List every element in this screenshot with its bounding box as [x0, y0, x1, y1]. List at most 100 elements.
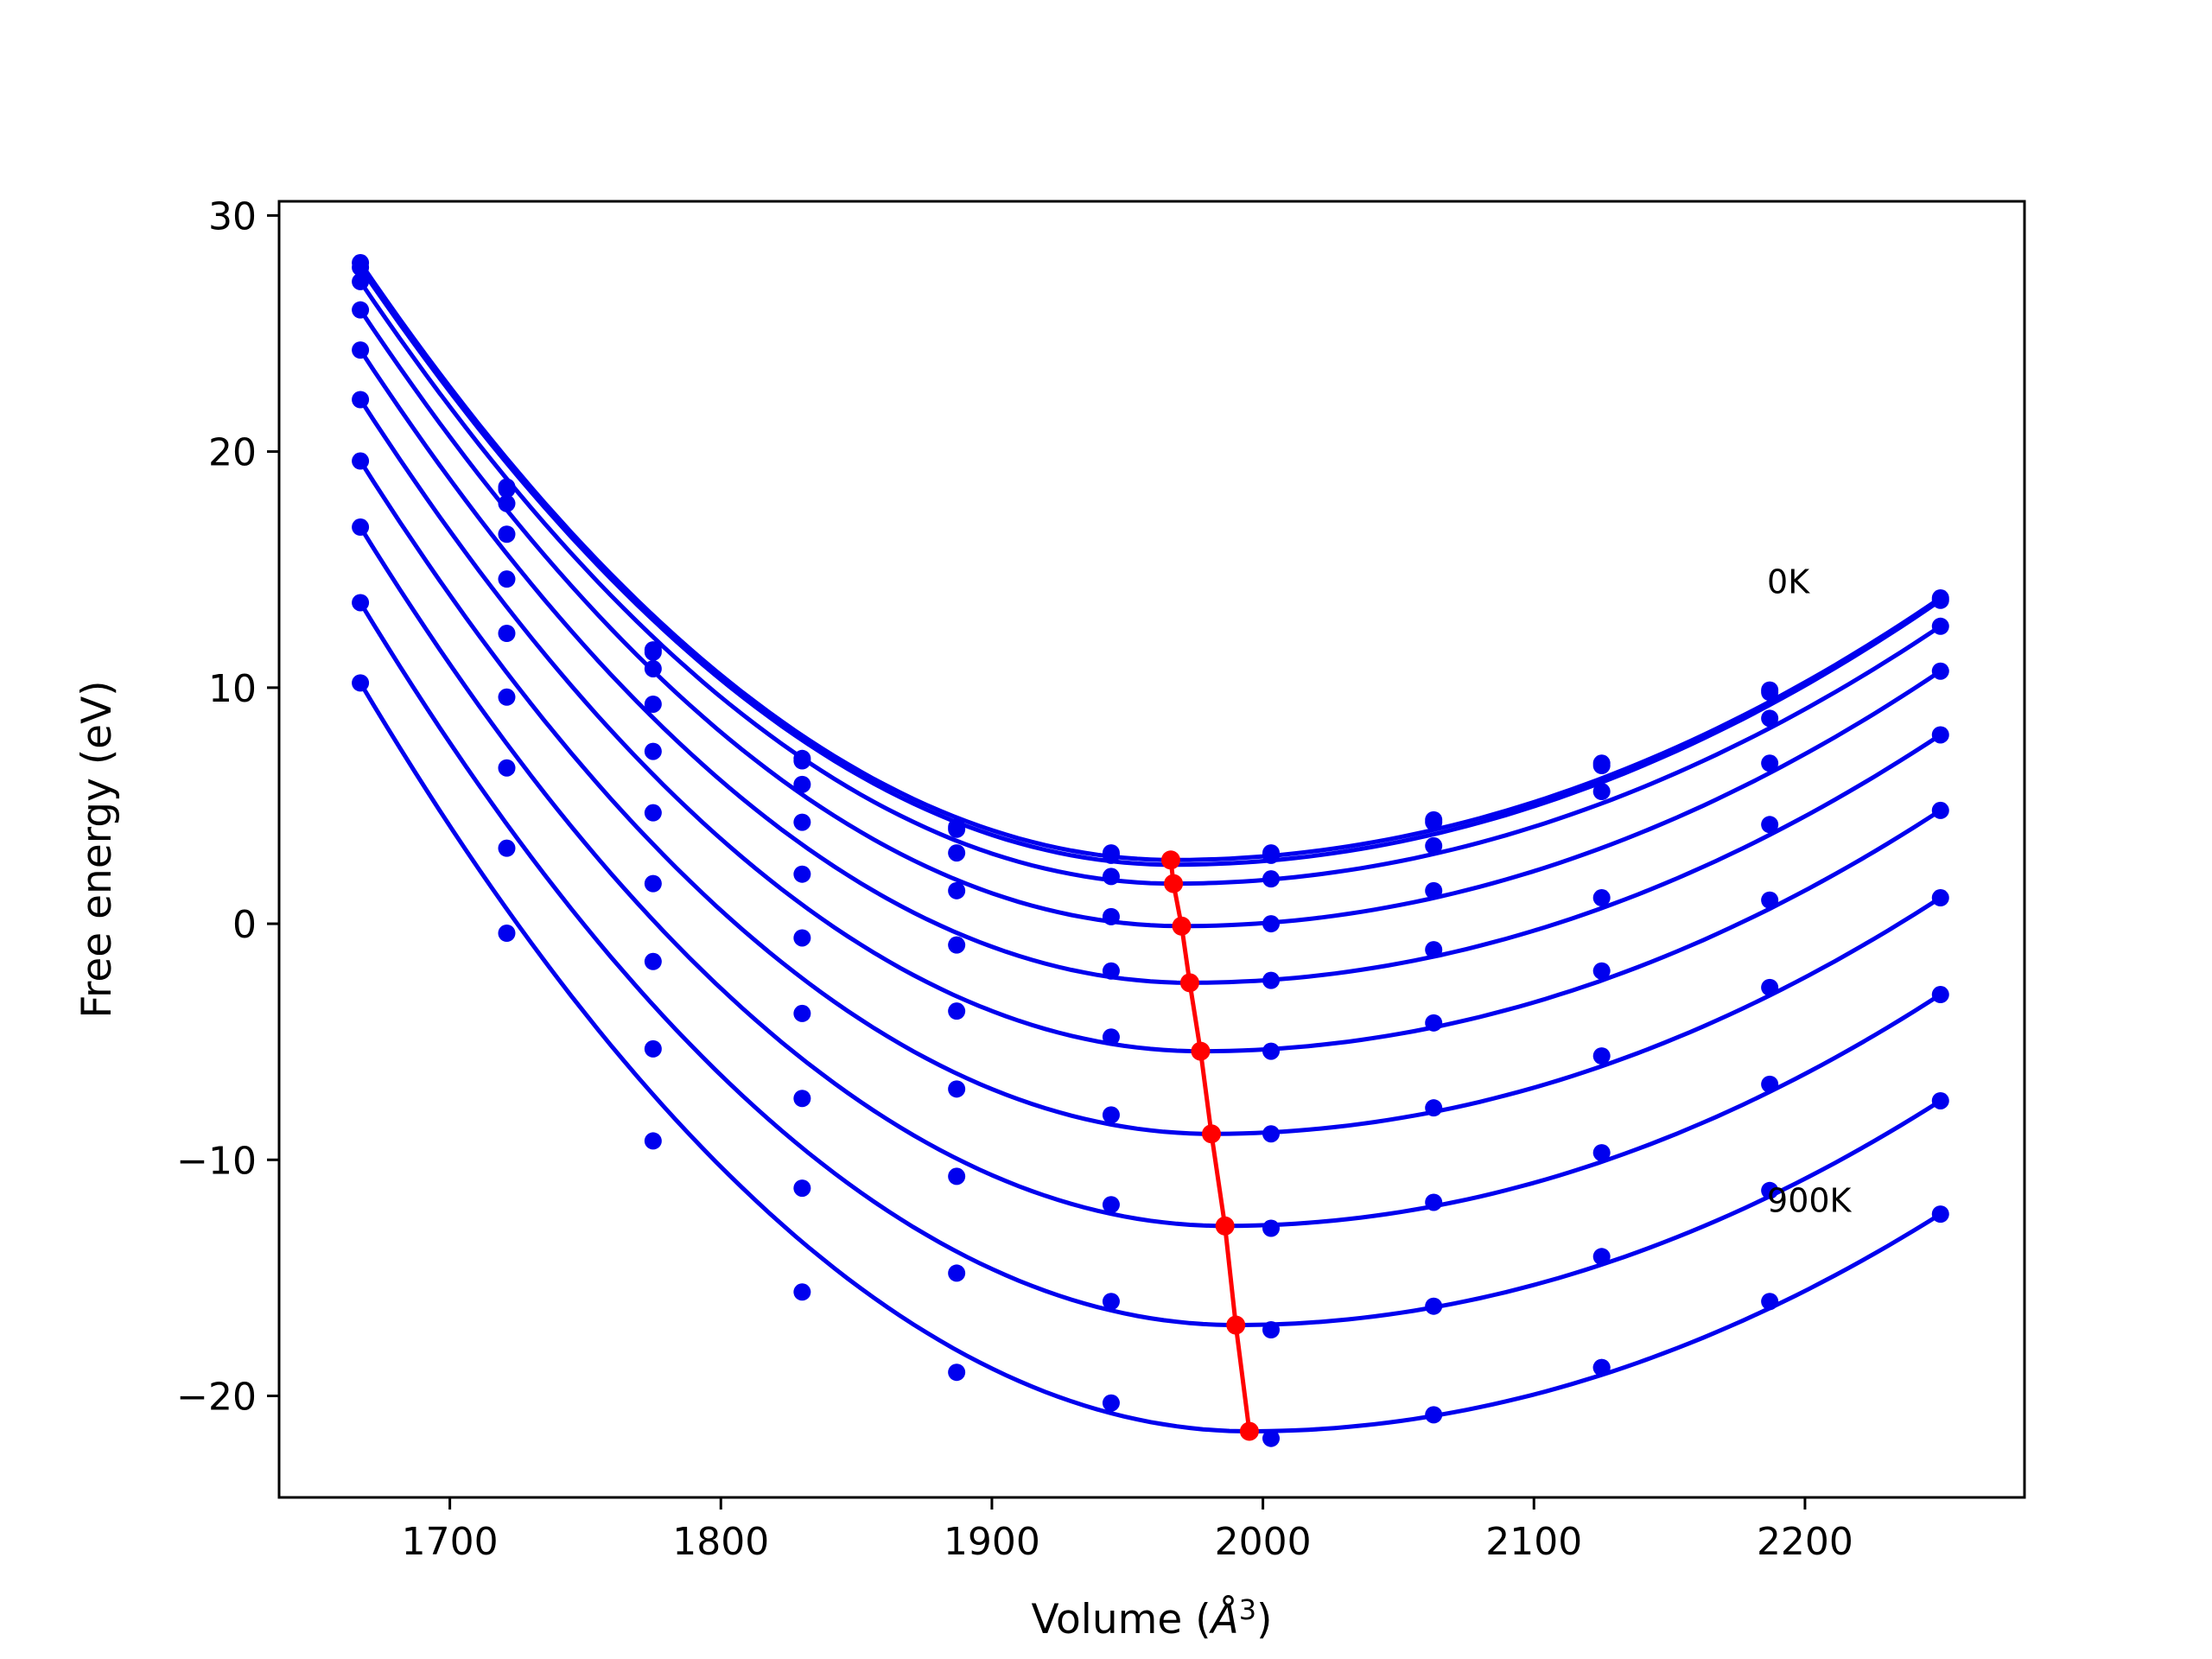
data-point — [1761, 709, 1779, 728]
equilibrium-point — [1160, 850, 1180, 870]
data-point — [948, 820, 966, 838]
data-point — [1262, 1219, 1281, 1237]
data-point — [1761, 891, 1779, 909]
data-point — [793, 1090, 811, 1108]
fit-curve-7 — [358, 460, 1942, 1136]
data-point — [352, 518, 370, 537]
data-point — [948, 1363, 966, 1382]
data-point — [1931, 617, 1949, 635]
data-point — [498, 480, 516, 499]
x-tick-label: 2000 — [1215, 1520, 1312, 1564]
data-point — [498, 839, 516, 857]
data-point — [1931, 801, 1949, 819]
fit-curve-10 — [358, 682, 1942, 1434]
equilibrium-point — [1215, 1216, 1235, 1236]
data-point — [1262, 971, 1281, 989]
data-point — [1425, 813, 1443, 831]
data-point — [1761, 816, 1779, 834]
x-axis-label-close: ) — [1256, 1596, 1272, 1643]
data-point — [498, 688, 516, 706]
y-tick-label: −10 — [176, 1139, 257, 1183]
data-point — [1592, 783, 1611, 801]
data-point — [644, 643, 662, 661]
data-point — [793, 1283, 811, 1301]
data-point — [793, 929, 811, 947]
annotation-0k: 0K — [1767, 563, 1810, 601]
data-point — [644, 952, 662, 970]
data-point — [948, 936, 966, 954]
data-point — [498, 494, 516, 512]
data-point — [1761, 1181, 1779, 1199]
data-point — [1592, 962, 1611, 980]
x-tick-label: 1800 — [672, 1520, 769, 1564]
data-point — [352, 258, 370, 276]
data-point — [793, 813, 811, 831]
data-point — [1931, 726, 1949, 744]
fit-curve-8 — [358, 525, 1942, 1229]
data-point — [1262, 1042, 1281, 1060]
annotation-900k: 900K — [1767, 1181, 1853, 1219]
y-tick-label: 30 — [208, 194, 257, 238]
data-point — [644, 659, 662, 677]
data-point — [498, 625, 516, 642]
x-axis-label-text: Volume ( — [1032, 1596, 1211, 1643]
data-point — [498, 570, 516, 588]
data-point — [1931, 591, 1949, 609]
plot-frame — [277, 200, 2026, 1499]
data-point — [1102, 1196, 1120, 1214]
data-point — [1931, 1205, 1949, 1224]
data-point — [1425, 881, 1443, 899]
x-axis-label-exponent: 3 — [1239, 1593, 1256, 1626]
fit-curves — [358, 261, 1942, 1434]
fit-curve-9 — [358, 601, 1942, 1327]
data-point — [793, 775, 811, 793]
data-point — [1592, 1358, 1611, 1376]
data-point — [1761, 1293, 1779, 1311]
data-point — [1425, 1014, 1443, 1032]
data-point — [1931, 662, 1949, 680]
data-point — [1262, 915, 1281, 933]
data-point — [1592, 1047, 1611, 1065]
data-point — [1102, 868, 1120, 886]
data-point — [948, 881, 966, 899]
equilibrium-point — [1179, 973, 1199, 993]
fit-curve-4 — [359, 308, 1942, 929]
data-point — [498, 525, 516, 543]
data-point — [1761, 683, 1779, 702]
x-axis-label-unit: Å — [1209, 1596, 1239, 1643]
fit-curve-1 — [359, 261, 1942, 862]
data-point — [1262, 1125, 1281, 1143]
data-point — [1425, 1193, 1443, 1211]
data-point — [1761, 1075, 1779, 1093]
data-point — [352, 341, 370, 359]
data-point — [1425, 1297, 1443, 1315]
data-point — [1262, 846, 1281, 864]
data-point — [1425, 941, 1443, 959]
data-point — [1592, 1248, 1611, 1266]
x-axis-label: Volume (Å3) — [1032, 1593, 1273, 1643]
data-point — [352, 301, 370, 319]
x-tick-label: 2100 — [1485, 1520, 1582, 1564]
equilibrium-point — [1202, 1124, 1222, 1144]
y-axis-label: Free energy (eV) — [73, 680, 121, 1018]
annotations: 0K 900K — [1767, 563, 1853, 1220]
data-point — [352, 594, 370, 612]
data-point — [644, 1132, 662, 1150]
data-point — [644, 742, 662, 760]
data-point — [1102, 962, 1120, 980]
data-point — [1592, 757, 1611, 775]
y-axis-ticks: 30 20 10 0 −10 −20 — [176, 194, 279, 1420]
data-point — [793, 752, 811, 770]
data-point — [948, 1264, 966, 1282]
data-point — [1425, 836, 1443, 855]
data-point — [793, 1004, 811, 1022]
data-point — [948, 1167, 966, 1185]
data-point — [948, 1002, 966, 1020]
equilibrium-line — [1160, 850, 1259, 1441]
data-point — [644, 695, 662, 713]
data-points — [352, 254, 1949, 1447]
equilibrium-point — [1239, 1421, 1259, 1441]
data-point — [793, 1179, 811, 1198]
fit-curve-6 — [359, 398, 1942, 1054]
